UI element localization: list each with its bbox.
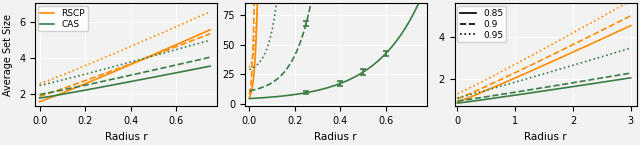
Legend: RSCP, CAS: RSCP, CAS	[38, 6, 88, 31]
X-axis label: Radius r: Radius r	[105, 132, 147, 142]
X-axis label: Radius r: Radius r	[524, 132, 567, 142]
Legend: 0.85, 0.9, 0.95: 0.85, 0.9, 0.95	[457, 6, 506, 42]
Y-axis label: Average Set Size: Average Set Size	[3, 14, 13, 96]
X-axis label: Radius r: Radius r	[314, 132, 357, 142]
